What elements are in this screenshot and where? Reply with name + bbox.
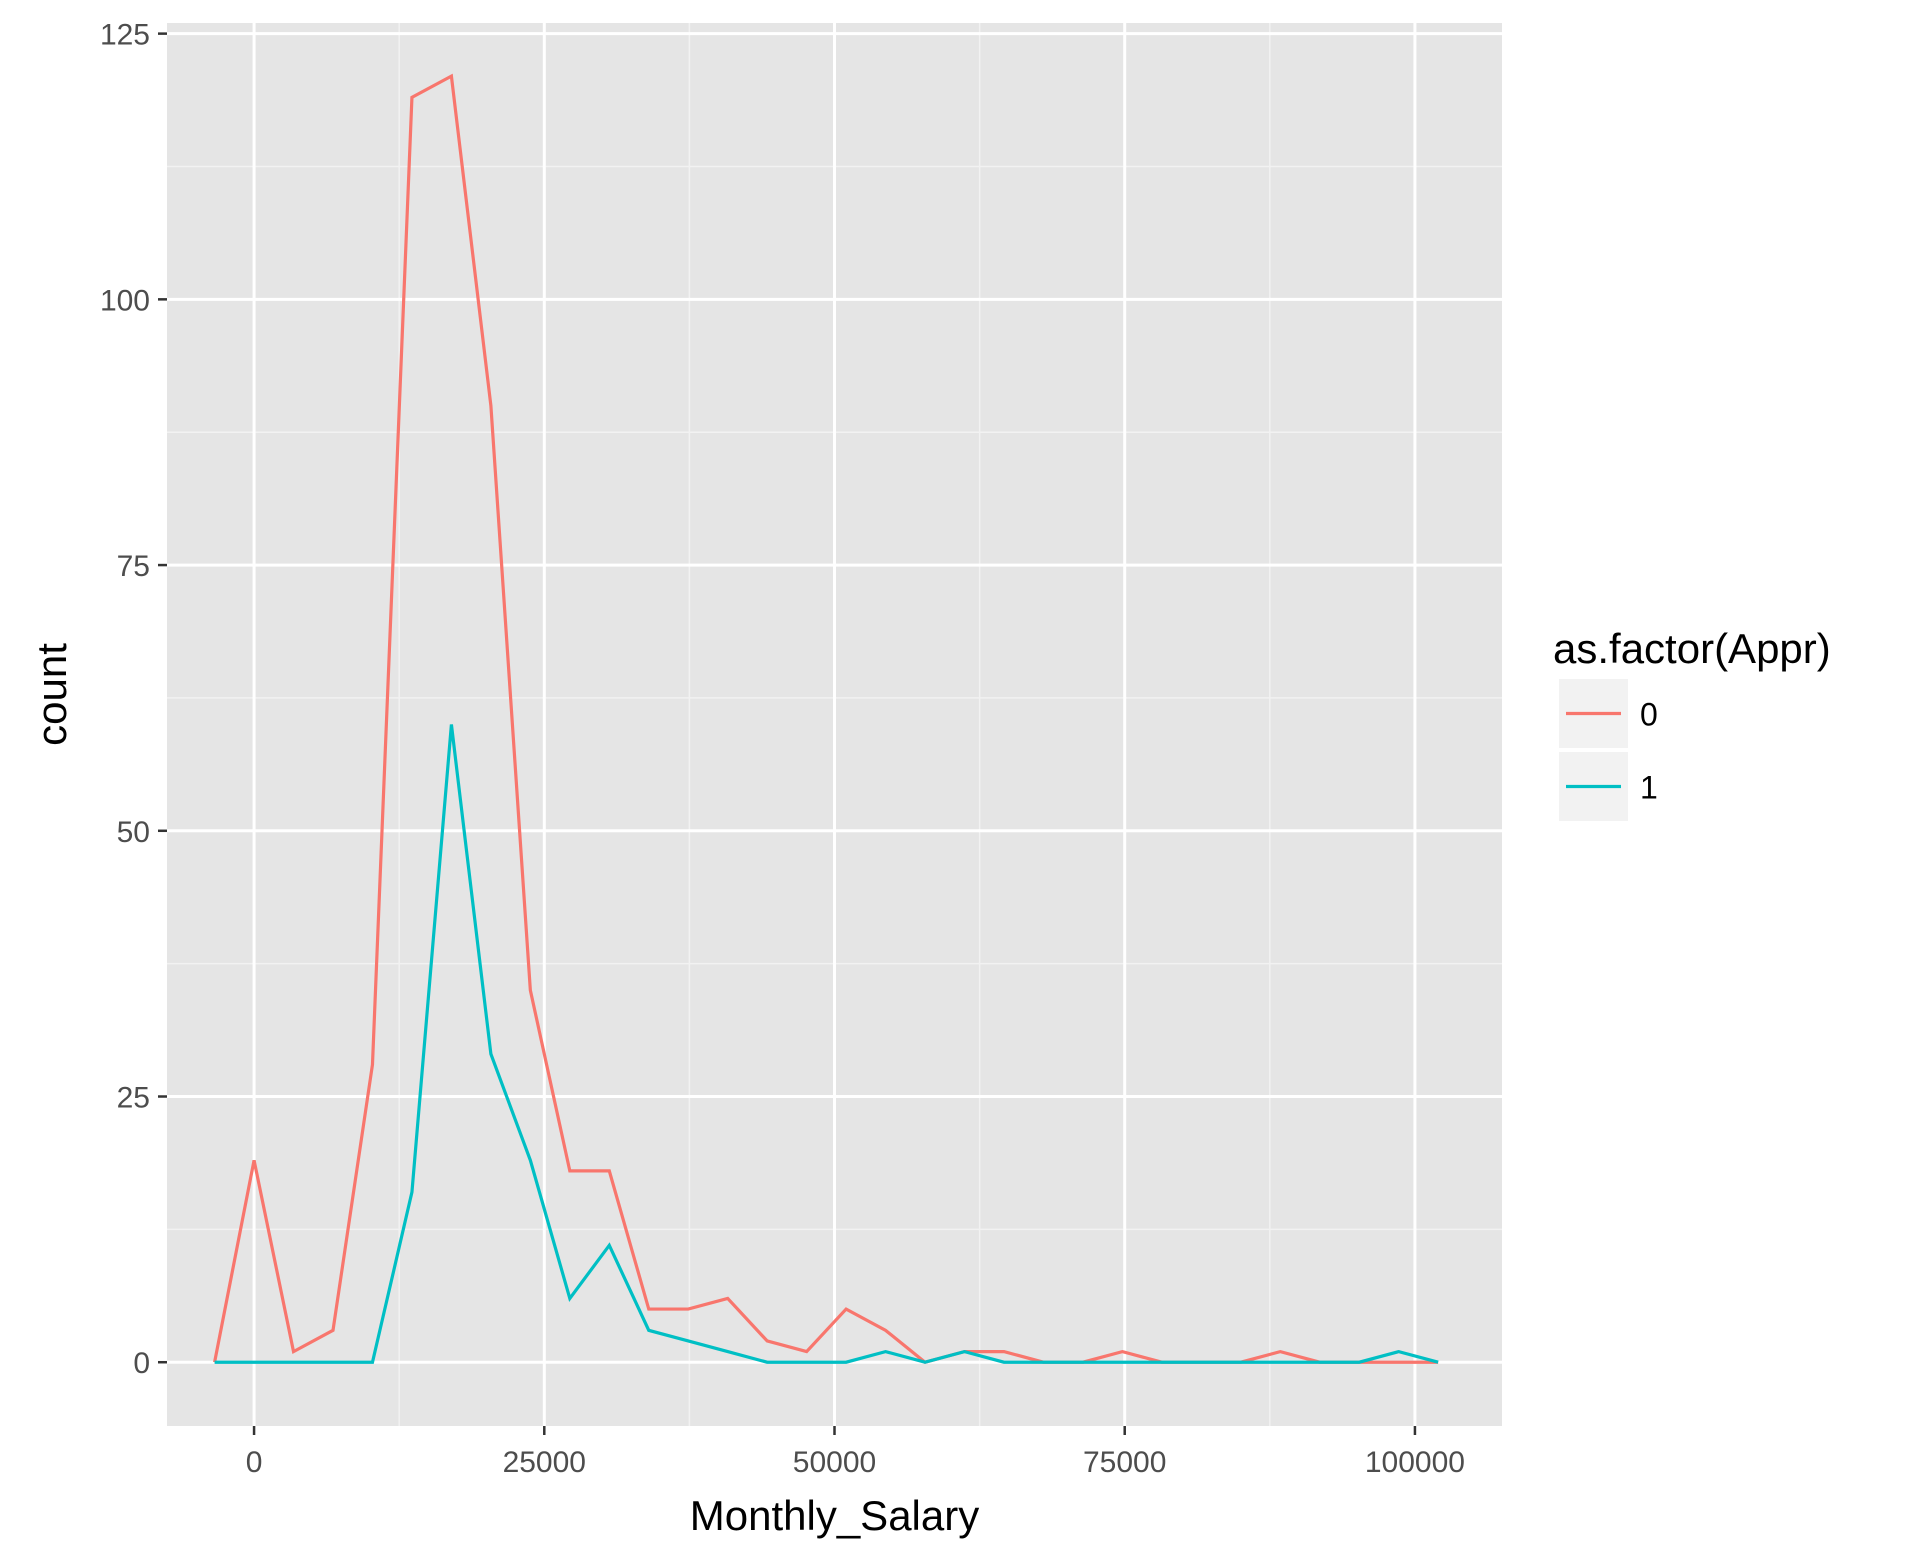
y-tick-label: 125 — [100, 19, 150, 52]
x-tick-label: 75000 — [1083, 1446, 1166, 1479]
legend-title: as.factor(Appr) — [1553, 625, 1831, 672]
legend-label-0: 0 — [1640, 697, 1658, 733]
series-line-1 — [214, 724, 1439, 1364]
legend: as.factor(Appr) 01 — [1553, 625, 1831, 821]
y-tick-label: 0 — [133, 1347, 150, 1380]
y-tick-label: 75 — [117, 550, 150, 583]
x-tick-label: 100000 — [1365, 1446, 1465, 1479]
tick-labels: 0 25000 50000 75000 100000 0 25 50 75 100 125 — [100, 19, 1465, 1479]
series-layer — [213, 73, 1439, 1364]
x-tick-label: 25000 — [503, 1446, 586, 1479]
axis-ticks — [158, 32, 1417, 1435]
y-axis-title: count — [28, 643, 75, 746]
legend-keys: 01 — [1559, 679, 1658, 821]
x-axis-title: Monthly_Salary — [690, 1492, 979, 1539]
y-tick-label: 25 — [117, 1082, 150, 1115]
y-tick-label: 50 — [117, 816, 150, 849]
legend-label-1: 1 — [1640, 770, 1658, 806]
x-tick-label: 0 — [246, 1446, 263, 1479]
y-tick-label: 100 — [100, 284, 150, 317]
x-tick-label: 50000 — [793, 1446, 876, 1479]
